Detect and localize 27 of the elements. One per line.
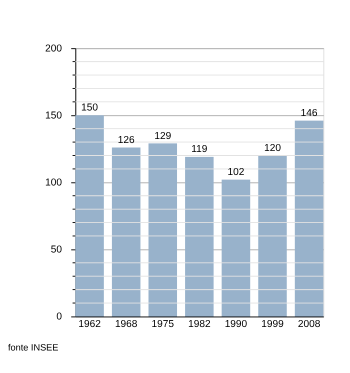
bar — [258, 156, 287, 316]
y-tick-label: 200 — [45, 43, 62, 54]
data-label: 102 — [228, 167, 245, 178]
data-label: 120 — [264, 142, 282, 154]
bar — [222, 180, 250, 316]
x-tick-label: 1968 — [114, 319, 138, 330]
x-tick-label: 1999 — [261, 319, 284, 330]
bar — [148, 143, 178, 316]
data-label: 150 — [81, 102, 98, 114]
source-note: fonte INSEE — [8, 342, 58, 352]
x-tick-label: 1982 — [188, 319, 211, 330]
y-tick-label: 150 — [45, 110, 62, 122]
y-tick-label: 100 — [45, 178, 62, 189]
bar — [294, 120, 324, 316]
y-tick-label: 0 — [56, 312, 62, 323]
x-tick-label: 2008 — [298, 319, 321, 330]
x-tick-label: 1990 — [224, 319, 248, 330]
bar — [75, 115, 104, 316]
bar — [112, 147, 140, 316]
data-label: 129 — [154, 130, 172, 142]
y-tick-label: 50 — [50, 244, 62, 256]
data-label: 119 — [191, 144, 208, 156]
x-tick-label: 1962 — [78, 319, 102, 330]
bar — [185, 156, 214, 316]
x-tick-label: 1975 — [152, 319, 174, 330]
data-label: 146 — [300, 108, 318, 120]
data-label: 126 — [118, 134, 135, 146]
